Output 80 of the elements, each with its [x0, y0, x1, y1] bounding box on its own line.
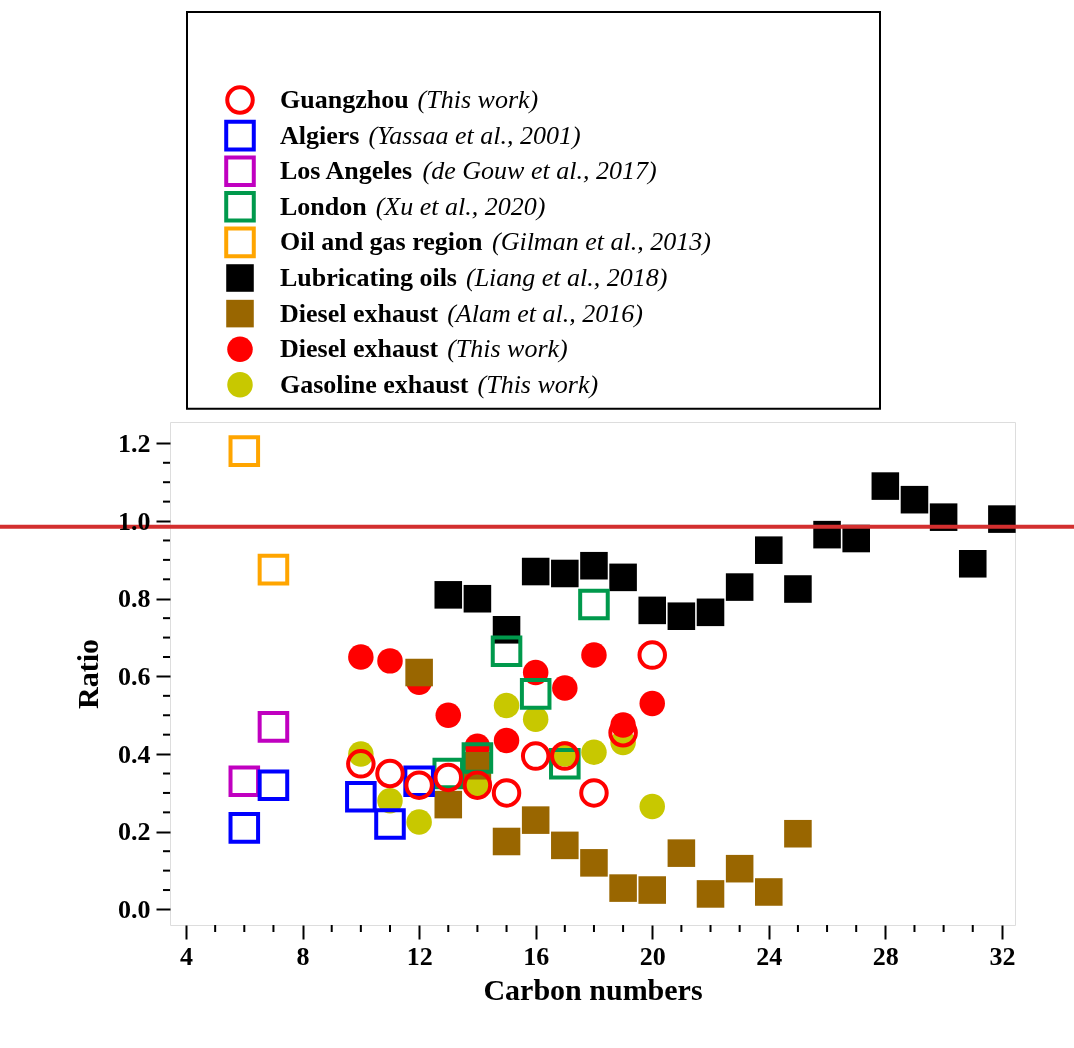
point [377, 648, 403, 674]
x-axis-title: Carbon numbers [483, 972, 703, 1006]
point [521, 557, 550, 586]
legend-label: Los Angeles (de Gouw et al., 2017) [280, 156, 657, 186]
point [491, 778, 522, 808]
point [667, 602, 696, 630]
point [638, 596, 667, 625]
point [552, 675, 578, 701]
point [637, 640, 667, 670]
x-tick-label: 28 [872, 941, 899, 971]
y-tick-label: 0.8 [118, 584, 151, 614]
point [346, 749, 376, 779]
point [406, 809, 432, 835]
point [521, 806, 550, 834]
point [755, 878, 783, 906]
x-tick-label: 32 [989, 941, 1016, 971]
point [374, 808, 406, 840]
point [463, 584, 492, 613]
point [784, 819, 812, 848]
point [609, 563, 637, 592]
point [257, 553, 290, 586]
point [405, 658, 433, 687]
point [667, 839, 696, 867]
x-tick-label: 24 [756, 941, 783, 971]
point [228, 812, 261, 844]
point [609, 874, 637, 902]
x-tick-label: 16 [523, 941, 550, 971]
legend-label: London (Xu et al., 2020) [280, 191, 546, 221]
point [257, 769, 290, 801]
point [490, 635, 523, 667]
point [639, 793, 665, 820]
point [228, 435, 261, 467]
point [725, 854, 754, 883]
point [581, 642, 607, 668]
legend-label: Lubricating oils (Liang et al., 2018) [280, 263, 668, 292]
y-tick-label: 0.0 [118, 894, 151, 924]
point [434, 790, 463, 819]
point [638, 876, 667, 904]
point [580, 849, 608, 877]
legend-label: Oil and gas region (Gilman et al., 2013) [280, 227, 711, 257]
x-tick-label: 8 [296, 941, 310, 971]
legend-label: Algiers (Yassaa et al., 2001) [280, 120, 581, 150]
point [871, 472, 900, 500]
point [435, 702, 462, 728]
point [348, 644, 374, 670]
y-tick-label: 1.2 [118, 428, 151, 458]
point [639, 690, 665, 717]
point [696, 880, 725, 908]
point [578, 588, 610, 621]
point [579, 778, 609, 808]
point [580, 551, 608, 580]
point [581, 739, 607, 765]
y-tick-label: 0.4 [118, 739, 151, 769]
point [900, 485, 929, 514]
point [375, 758, 405, 789]
point [345, 781, 377, 813]
x-tick-label: 20 [639, 941, 666, 971]
y-tick-label: 0.6 [118, 661, 151, 691]
legend-label: Diesel exhaust (Alam et al., 2016) [280, 298, 643, 328]
point [493, 727, 520, 754]
legend-label: Diesel exhaust (This work) [280, 334, 568, 364]
point [755, 536, 783, 564]
point [493, 692, 520, 719]
point [725, 573, 754, 601]
y-axis-title: Ratio [71, 639, 104, 709]
x-tick-label: 12 [406, 941, 433, 971]
y-tick-label: 0.2 [118, 817, 151, 847]
point [257, 711, 290, 743]
x-tick-label: 4 [180, 941, 194, 971]
point [434, 581, 463, 609]
point [520, 741, 551, 771]
legend-label: Gasoline exhaust (This work) [280, 369, 599, 399]
point [696, 598, 725, 627]
point [784, 575, 812, 603]
point [551, 559, 579, 588]
point [519, 678, 552, 710]
point [958, 549, 987, 578]
point [492, 827, 521, 856]
point [551, 831, 579, 860]
legend-label: Guangzhou (This work) [280, 85, 539, 114]
